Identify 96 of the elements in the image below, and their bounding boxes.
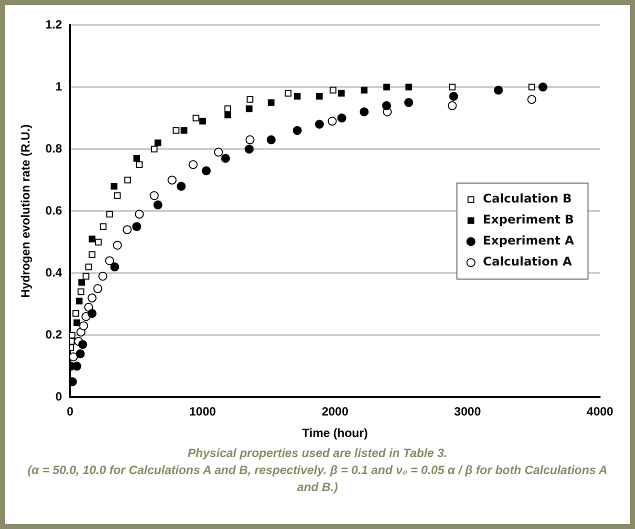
point (150, 191, 159, 200)
point (266, 135, 276, 144)
y-tick-label: 0.6 (45, 203, 62, 218)
legend-label: Calculation A (482, 254, 573, 269)
point (85, 264, 92, 270)
point (93, 284, 102, 294)
point (328, 116, 337, 126)
point (180, 127, 188, 134)
point (82, 272, 90, 280)
point (106, 210, 113, 218)
point (404, 98, 414, 108)
point (176, 182, 186, 191)
point (88, 251, 96, 258)
x-tick-label: 3000 (454, 404, 482, 419)
point (360, 107, 369, 116)
y-tick-label: 0.2 (45, 327, 62, 342)
point (538, 82, 548, 92)
point (76, 298, 83, 304)
point (136, 161, 143, 168)
point (330, 86, 336, 94)
point (78, 288, 84, 296)
x-tick-label: 0 (66, 404, 74, 419)
point (246, 96, 254, 103)
x-tick-label: 2000 (322, 404, 349, 419)
point (199, 118, 206, 124)
y-tick-label: 1.2 (45, 17, 62, 32)
point (383, 84, 390, 90)
point (528, 84, 536, 90)
point (268, 99, 275, 106)
point (150, 146, 158, 152)
point (172, 127, 180, 134)
y-axis-title: Hydrogen evolution rate (R.U.) (18, 124, 33, 298)
point (168, 176, 177, 185)
point (246, 105, 253, 112)
y-tick-label: 1 (55, 79, 62, 94)
point (220, 154, 230, 163)
y-tick-label: 0.4 (45, 265, 62, 280)
point (110, 182, 118, 190)
point (154, 140, 162, 146)
point (405, 84, 412, 90)
y-tick-label: 0.8 (45, 141, 62, 156)
point (132, 222, 142, 232)
point (188, 160, 198, 170)
point (448, 101, 457, 110)
point (360, 86, 368, 94)
x-axis-title: Time (hour) (302, 426, 368, 440)
point (88, 308, 97, 318)
point (88, 293, 97, 302)
point (224, 112, 232, 118)
point (70, 332, 76, 338)
point (110, 262, 120, 272)
point (382, 101, 392, 110)
point (153, 200, 162, 210)
text: (α = 50.0, 10.0 for Calculations A and B, respectively. β = 0.1 and ν₀ = 0.05 α / β for both Calculations A and B.) (26, 462, 608, 496)
point (245, 135, 254, 144)
point (337, 114, 346, 123)
point (100, 223, 107, 230)
point (78, 279, 85, 286)
point (105, 256, 114, 266)
point (202, 166, 211, 176)
point (122, 225, 132, 234)
point (70, 352, 78, 362)
point (214, 148, 223, 157)
point (88, 236, 96, 242)
point (114, 192, 121, 199)
point (316, 93, 323, 100)
point (284, 90, 292, 97)
point (448, 84, 456, 90)
legend-label: Experiment B (482, 212, 574, 227)
point (294, 93, 301, 100)
point (292, 126, 302, 135)
legend-label: Calculation B (482, 192, 572, 206)
point (95, 238, 102, 246)
point (76, 349, 85, 358)
point (449, 92, 458, 101)
point (72, 310, 80, 317)
point (98, 272, 108, 281)
point (74, 319, 80, 326)
text: Physical properties used are listed in Table 3. (186, 445, 448, 462)
point (338, 90, 345, 97)
point (124, 176, 131, 184)
point (133, 155, 140, 162)
y-tick-label: 0 (55, 390, 62, 404)
point (112, 240, 122, 250)
point (79, 321, 88, 330)
point (527, 94, 536, 104)
legend-label: Experiment A (482, 234, 575, 248)
point (244, 144, 254, 154)
x-tick-label: 4000 (586, 404, 614, 419)
point (134, 210, 144, 219)
point (494, 86, 503, 95)
point (192, 114, 200, 122)
point (314, 120, 324, 129)
x-tick-label: 1000 (189, 404, 216, 419)
point (78, 340, 88, 349)
point (224, 105, 232, 112)
